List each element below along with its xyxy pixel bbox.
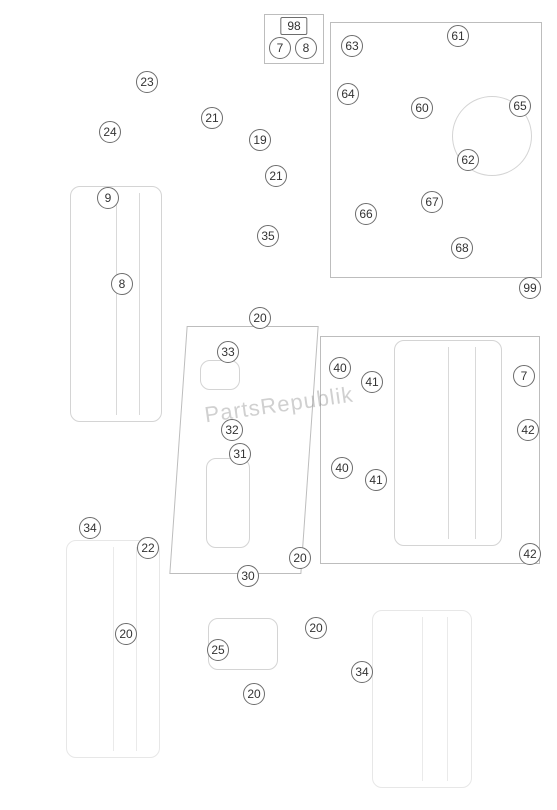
left-radiator-sketch [70,186,162,422]
callout-31-c31: 31 [229,443,251,465]
callout-65-c65: 65 [509,95,531,117]
callout-40-c40a: 40 [329,357,351,379]
callout-63-c63: 63 [341,35,363,57]
callout-68-c68: 68 [451,237,473,259]
callout-34-c34b: 34 [351,661,373,683]
callout-8-c8b: 8 [111,273,133,295]
callout-20-c20c: 20 [115,623,137,645]
callout-60-c60: 60 [411,97,433,119]
callout-20-c20d: 20 [305,617,327,639]
callout-41-c41b: 41 [365,469,387,491]
callout-99-c99: 99 [519,277,541,299]
callout-41-c41a: 41 [361,371,383,393]
callout-21-c21b: 21 [265,165,287,187]
callout-66-c66: 66 [355,203,377,225]
callout-34-c34a: 34 [79,517,101,539]
callout-20-c20a: 20 [249,307,271,329]
right-radiator-sketch [394,340,502,546]
callout-21-c21a: 21 [201,107,223,129]
callout-20-c20e: 20 [243,683,265,705]
thermostat-top-sketch [200,360,240,390]
callout-25-c25: 25 [207,639,229,661]
callout-42-c42a: 42 [517,419,539,441]
callout-64-c64: 64 [337,83,359,105]
callout-35-c35: 35 [257,225,279,247]
left-guard-sketch [66,540,160,758]
right-guard-sketch [372,610,472,788]
callout-7-c7a: 7 [269,37,291,59]
callout-33-c33: 33 [217,341,239,363]
callout-98-c98: 98 [280,17,307,35]
callout-20-c20b: 20 [289,547,311,569]
callout-30-c30: 30 [237,565,259,587]
callout-8-c8a: 8 [295,37,317,59]
callout-9-c9: 9 [97,187,119,209]
callout-40-c40b: 40 [331,457,353,479]
callout-19-c19: 19 [249,129,271,151]
callout-22-c22: 22 [137,537,159,559]
callout-32-c32: 32 [221,419,243,441]
thermostat-pipe-sketch [206,458,250,548]
callout-61-c61: 61 [447,25,469,47]
callout-67-c67: 67 [421,191,443,213]
callout-23-c23: 23 [136,71,158,93]
callout-7-c7b: 7 [513,365,535,387]
callout-62-c62: 62 [457,149,479,171]
callout-24-c24: 24 [99,121,121,143]
callout-42-c42b: 42 [519,543,541,565]
